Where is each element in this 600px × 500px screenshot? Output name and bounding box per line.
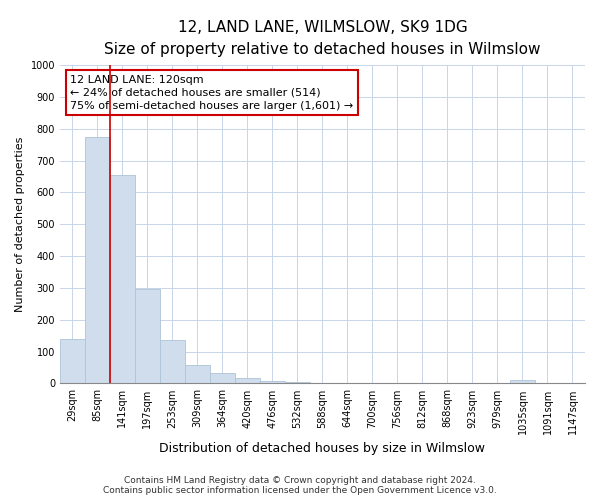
Bar [185,366,210,384]
Text: Contains HM Land Registry data © Crown copyright and database right 2024.
Contai: Contains HM Land Registry data © Crown c… [103,476,497,495]
Bar [210,373,235,384]
Bar [510,380,535,384]
Bar [110,175,135,384]
Text: 12 LAND LANE: 120sqm
← 24% of detached houses are smaller (514)
75% of semi-deta: 12 LAND LANE: 120sqm ← 24% of detached h… [70,74,353,111]
Title: 12, LAND LANE, WILMSLOW, SK9 1DG
Size of property relative to detached houses in: 12, LAND LANE, WILMSLOW, SK9 1DG Size of… [104,20,541,57]
Bar [135,290,160,384]
Y-axis label: Number of detached properties: Number of detached properties [15,136,25,312]
X-axis label: Distribution of detached houses by size in Wilmslow: Distribution of detached houses by size … [160,442,485,455]
Bar [85,136,110,384]
Bar [160,340,185,384]
Bar [60,339,85,384]
Bar [285,382,310,384]
Bar [235,378,260,384]
Bar [260,381,285,384]
